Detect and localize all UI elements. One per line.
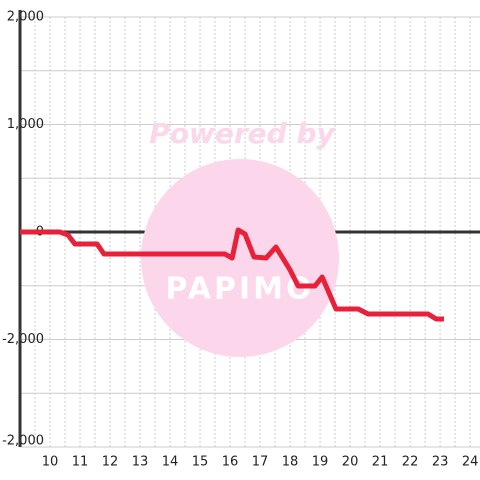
x-tick-label: 23 [432, 455, 449, 470]
x-tick-label: 13 [132, 455, 149, 470]
watermark-circle [141, 159, 339, 357]
watermark-brand: PAPIMO [166, 272, 315, 307]
x-tick-label: 22 [402, 455, 419, 470]
x-tick-label: 11 [72, 455, 89, 470]
x-tick-label: 24 [462, 455, 479, 470]
y-tick-label: 2,000 [7, 10, 44, 25]
x-tick-label: 19 [312, 455, 329, 470]
x-tick-label: 10 [42, 455, 59, 470]
x-tick-label: 16 [222, 455, 239, 470]
x-tick-label: 17 [252, 455, 269, 470]
watermark-caption: Powered by [149, 117, 336, 150]
x-tick-label: 21 [372, 455, 389, 470]
x-tick-label: 15 [192, 455, 209, 470]
y-tick-label: 1,000 [7, 117, 44, 132]
y-tick-label: -2,000 [2, 332, 44, 347]
x-tick-label: 12 [102, 455, 119, 470]
y-tick-label: -2,000 [2, 434, 44, 449]
x-tick-label: 18 [282, 455, 299, 470]
data-line [20, 227, 444, 322]
x-tick-label: 14 [162, 455, 179, 470]
x-tick-label: 20 [342, 455, 359, 470]
